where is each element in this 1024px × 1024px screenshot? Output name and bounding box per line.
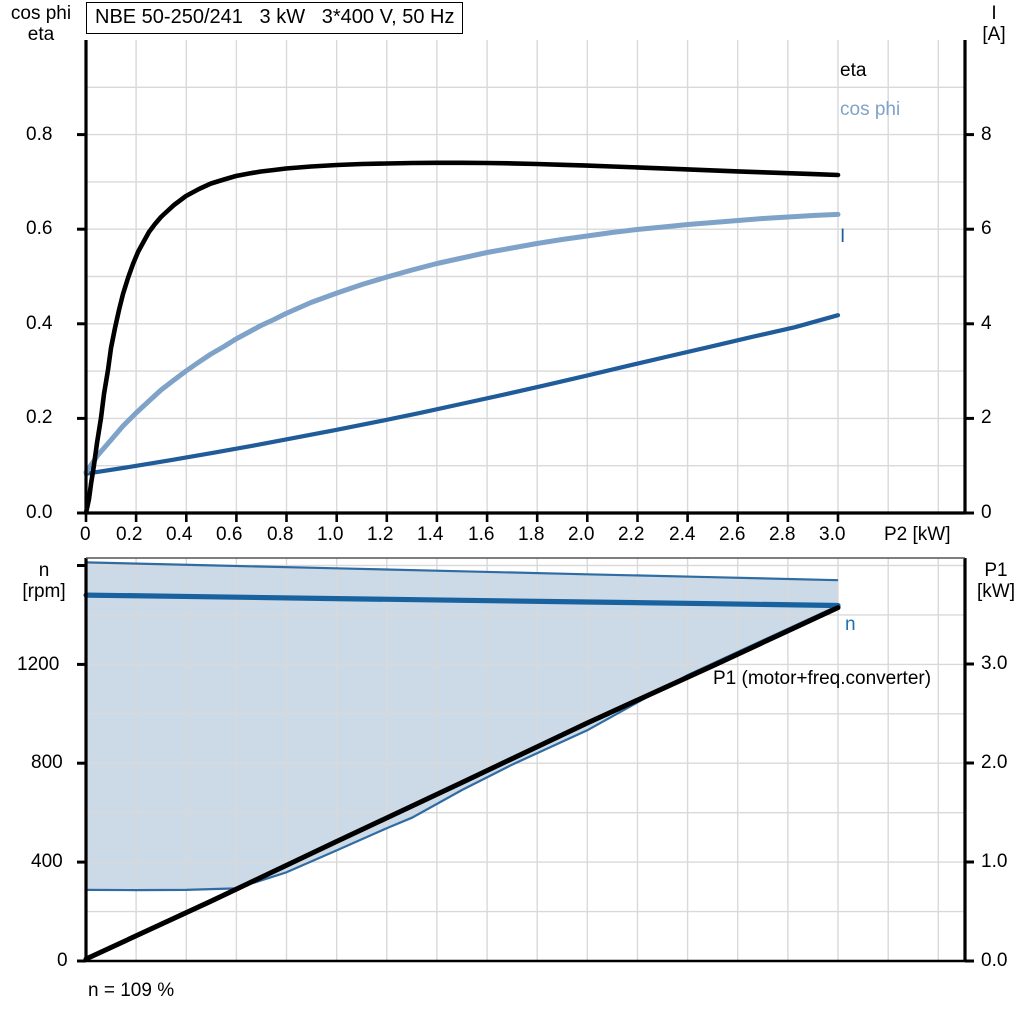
eta-curve — [83, 160, 841, 516]
bottom-chart-svg — [77, 557, 974, 963]
top-x-tick-0: 0 — [80, 524, 91, 545]
bottom-right-tick-1: 1.0 — [981, 851, 1008, 872]
current-curve — [83, 313, 841, 476]
top-right-ticks — [965, 133, 974, 515]
top-left-tick-1: 0.2 — [26, 407, 53, 428]
eta-curve-label: eta — [840, 60, 867, 81]
bottom-left-axis-title: n [rpm] — [22, 560, 66, 602]
bottom-right-axis-title: P1 [kW] — [977, 560, 1015, 602]
top-x-tick-13: 2.6 — [719, 524, 746, 545]
top-x-tick-11: 2.2 — [618, 524, 645, 545]
top-x-tick-1: 0.2 — [116, 524, 143, 545]
speed-range-band — [86, 562, 838, 891]
top-right-tick-0: 0 — [981, 502, 992, 523]
bottom-left-tick-0: 0 — [57, 950, 68, 971]
top-left-axis-title: cos phi eta — [10, 3, 72, 45]
bottom-left-ticks — [77, 564, 86, 963]
top-left-tick-2: 0.4 — [26, 313, 53, 334]
top-right-tick-4: 8 — [981, 124, 992, 145]
top-x-tick-9: 1.8 — [518, 524, 545, 545]
top-x-tick-5: 1.0 — [317, 524, 344, 545]
bottom-grid-vertical — [135, 558, 939, 961]
top-right-tick-1: 2 — [981, 407, 992, 428]
chart-title: NBE 50-250/241 3 kW 3*400 V, 50 Hz — [86, 2, 464, 34]
power-curve-label: P1 (motor+freq.converter) — [713, 668, 932, 689]
speed-band-upper — [85, 561, 839, 582]
top-x-tick-8: 1.6 — [468, 524, 495, 545]
cos-phi-curve-label: cos phi — [840, 99, 901, 120]
top-x-tick-10: 2.0 — [568, 524, 595, 545]
power-curve — [83, 605, 841, 962]
bottom-right-tick-3: 3.0 — [981, 653, 1008, 674]
top-x-tick-15: 3.0 — [819, 524, 846, 545]
top-x-ticks — [84, 513, 840, 522]
top-x-tick-7: 1.4 — [417, 524, 444, 545]
top-x-tick-4: 0.8 — [267, 524, 294, 545]
speed-curve-label: n — [845, 614, 856, 635]
top-x-tick-12: 2.4 — [669, 524, 696, 545]
bottom-chart-panel: n [rpm] P1 [kW] — [0, 548, 1024, 1024]
top-x-axis-title: P2 [kW] — [884, 524, 951, 545]
top-chart-svg — [77, 40, 974, 522]
current-curve-label: I — [840, 226, 846, 247]
top-right-tick-3: 6 — [981, 218, 992, 239]
bottom-right-tick-2: 2.0 — [981, 752, 1008, 773]
top-grid-horizontal — [86, 86, 965, 467]
top-left-tick-4: 0.8 — [26, 124, 53, 145]
cos-phi-curve — [83, 211, 841, 475]
bottom-left-tick-2: 800 — [31, 752, 63, 773]
bottom-grid-horizontal — [86, 564, 965, 913]
bottom-left-tick-1: 400 — [31, 851, 63, 872]
top-left-tick-3: 0.6 — [26, 218, 53, 239]
speed-curve — [83, 592, 841, 609]
top-x-tick-3: 0.6 — [216, 524, 243, 545]
top-left-ticks — [77, 133, 86, 515]
bottom-right-ticks — [965, 662, 974, 963]
bottom-left-tick-3: 1200 — [17, 654, 60, 675]
bottom-right-tick-0: 0.0 — [981, 950, 1008, 971]
top-right-tick-2: 4 — [981, 313, 992, 334]
top-chart-panel: cos phi eta I [A] NBE 50-250/241 3 kW 3*… — [10, 2, 1006, 545]
top-x-tick-14: 2.8 — [769, 524, 796, 545]
top-x-tick-2: 0.4 — [166, 524, 193, 545]
top-right-axis-title: I [A] — [982, 3, 1006, 45]
top-x-tick-6: 1.2 — [367, 524, 394, 545]
speed-percent-footer: n = 109 % — [88, 980, 175, 1001]
top-left-tick-0: 0.0 — [26, 502, 53, 523]
